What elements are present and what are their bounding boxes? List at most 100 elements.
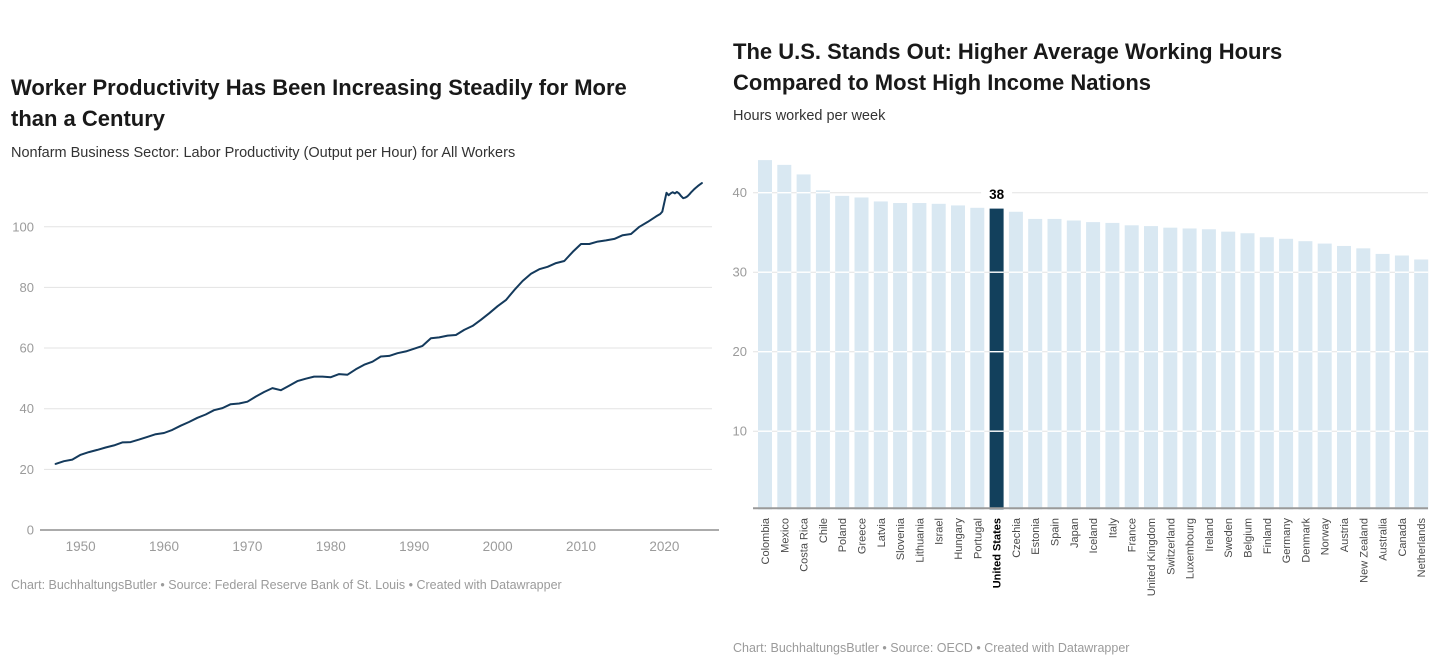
gridline-over-bar	[1221, 271, 1236, 273]
category-label: Netherlands	[1416, 518, 1428, 578]
gridline-over-bar	[1337, 351, 1351, 353]
y-axis-tick-label: 20	[20, 462, 34, 477]
gridline-over-bar	[758, 271, 772, 273]
gridline-over-bar	[854, 271, 869, 273]
gridline-over-bar	[854, 430, 869, 432]
bar	[1028, 218, 1043, 510]
gridline-over-bar	[1163, 351, 1178, 353]
category-label: Lithuania	[914, 517, 926, 563]
gridline-over-bar	[951, 430, 965, 432]
gridline-over-bar	[1182, 351, 1197, 353]
gridline-over-bar	[989, 351, 1004, 353]
gridline-over-bar	[951, 351, 965, 353]
gridline-over-bar	[1279, 351, 1294, 353]
gridline-over-bar	[1163, 430, 1178, 432]
bar	[1008, 211, 1023, 510]
highlight-value-label: 38	[989, 187, 1005, 202]
gridline-over-bar	[873, 430, 888, 432]
gridline-over-bar	[1182, 430, 1197, 432]
gridline-over-bar	[970, 430, 985, 432]
gridline-over-bar	[1259, 271, 1274, 273]
gridline-over-bar	[1394, 271, 1409, 273]
bar	[873, 201, 888, 510]
category-label: Poland	[837, 518, 849, 552]
gridline-over-bar	[1047, 271, 1062, 273]
gridline-over-bar	[873, 351, 888, 353]
bar	[1105, 222, 1120, 510]
bar	[912, 203, 927, 510]
category-label: Norway	[1320, 518, 1332, 556]
gridline-over-bar	[893, 351, 908, 353]
bar	[777, 164, 792, 510]
x-axis-tick-label: 1970	[232, 539, 262, 554]
gridline-over-bar	[815, 430, 830, 432]
category-label: Iceland	[1088, 518, 1100, 553]
gridline-over-bar	[1317, 351, 1332, 353]
gridline-over-bar	[1066, 351, 1081, 353]
gridline-over-bar	[1414, 430, 1429, 432]
gridline-over-bar	[777, 351, 792, 353]
bar	[1144, 226, 1158, 510]
gridline-over-bar	[758, 192, 772, 194]
gridline-over-bar	[1105, 430, 1120, 432]
category-label: Finland	[1262, 518, 1274, 554]
gridline-over-bar	[951, 271, 965, 273]
left-chart-subtitle: Nonfarm Business Sector: Labor Productiv…	[11, 145, 516, 161]
gridline-over-bar	[1008, 271, 1023, 273]
bar	[970, 207, 985, 510]
gridline-over-bar	[815, 192, 830, 194]
gridline-over-bar	[777, 192, 792, 194]
category-label: Belgium	[1243, 518, 1255, 558]
y-axis-tick-label: 20	[733, 344, 747, 359]
gridline-over-bar	[796, 271, 811, 273]
gridline-over-bar	[1240, 271, 1255, 273]
bar	[1375, 253, 1390, 510]
gridline-over-bar	[1008, 430, 1023, 432]
gridline-over-bar	[1279, 271, 1294, 273]
bar	[1240, 233, 1255, 510]
category-label: Portugal	[972, 518, 984, 559]
category-label: Denmark	[1300, 518, 1312, 563]
category-label: Estonia	[1030, 517, 1042, 555]
bar	[1221, 231, 1236, 510]
x-axis-tick-label: 1950	[66, 539, 96, 554]
gridline-over-bar	[893, 271, 908, 273]
gridline-over-bar	[758, 351, 772, 353]
gridline-over-bar	[1124, 351, 1139, 353]
bar	[931, 203, 946, 510]
bar	[1337, 245, 1351, 510]
bar	[1298, 241, 1313, 510]
right-chart-footer-cutoff: Chart: BuchhaltungsButler • Source: OECD…	[733, 641, 1130, 655]
bar	[1414, 259, 1429, 510]
gridline-over-bar	[1356, 351, 1371, 353]
x-axis-tick-label: 1980	[316, 539, 346, 554]
gridline-over-bar	[1375, 271, 1390, 273]
right-chart-subtitle: Hours worked per week	[733, 108, 886, 124]
gridline-over-bar	[1259, 430, 1274, 432]
gridline-over-bar	[1298, 430, 1313, 432]
gridline-over-bar	[912, 271, 927, 273]
value-label-knockout	[981, 184, 1013, 202]
gridline-over-bar	[1086, 351, 1101, 353]
gridline-over-bar	[1047, 430, 1062, 432]
gridline-over-bar	[912, 430, 927, 432]
category-label: Spain	[1050, 518, 1062, 546]
category-label: New Zealand	[1358, 518, 1370, 583]
gridline-over-bar	[815, 351, 830, 353]
gridline-over-bar	[1124, 271, 1139, 273]
category-label: United Kingdom	[1146, 518, 1158, 596]
bar	[835, 195, 850, 510]
category-label: Italy	[1107, 518, 1119, 539]
bar	[1124, 225, 1139, 510]
gridline-over-bar	[815, 271, 830, 273]
gridline-over-bar	[1337, 271, 1351, 273]
gridline-over-bar	[835, 271, 850, 273]
gridline-over-bar	[796, 430, 811, 432]
gridline-over-bar	[1105, 271, 1120, 273]
bar	[1317, 243, 1332, 510]
gridline-over-bar	[796, 192, 811, 194]
left-chart-footer: Chart: BuchhaltungsButler • Source: Fede…	[11, 578, 562, 592]
gridline-over-bar	[1414, 271, 1429, 273]
bar	[1086, 222, 1101, 510]
gridline-over-bar	[1144, 271, 1158, 273]
